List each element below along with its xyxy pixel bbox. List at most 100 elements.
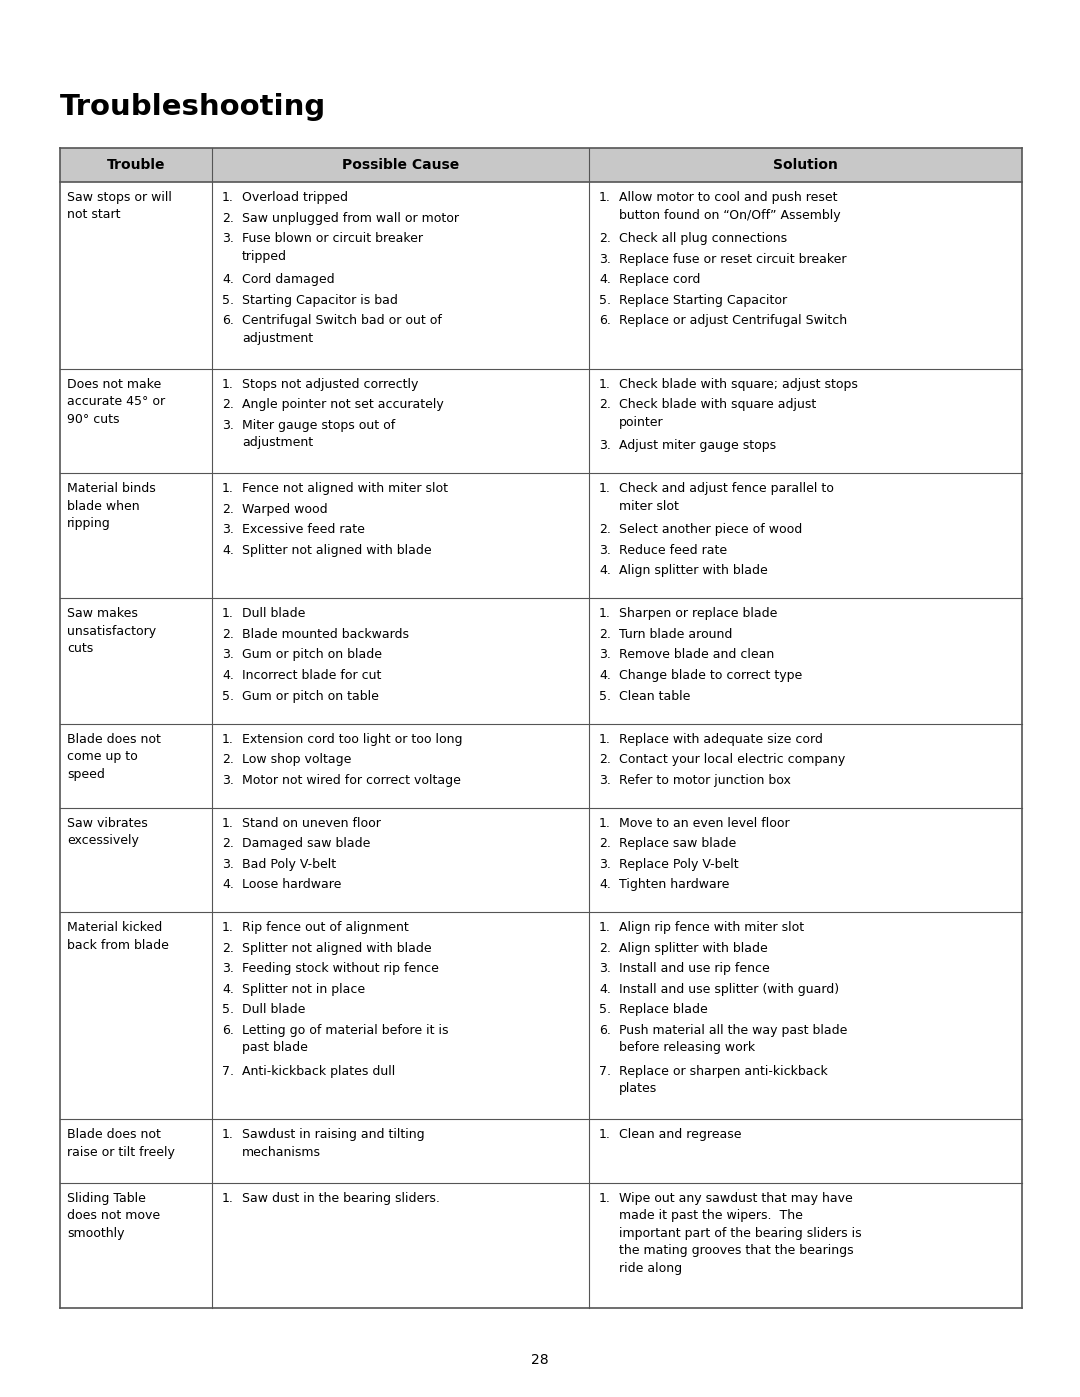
Text: 1.: 1.: [222, 608, 234, 620]
Text: Fuse blown or circuit breaker
tripped: Fuse blown or circuit breaker tripped: [242, 232, 423, 263]
Text: 3.: 3.: [222, 963, 234, 975]
Text: 6.: 6.: [222, 1024, 234, 1037]
Text: Blade does not
come up to
speed: Blade does not come up to speed: [67, 732, 161, 781]
Text: 5.: 5.: [599, 1003, 611, 1016]
Text: Align splitter with blade: Align splitter with blade: [619, 942, 768, 954]
Bar: [60, 148, 212, 182]
Text: Contact your local electric company: Contact your local electric company: [619, 753, 846, 766]
Text: 3.: 3.: [222, 648, 234, 662]
Text: 4.: 4.: [222, 543, 234, 557]
Text: Splitter not aligned with blade: Splitter not aligned with blade: [242, 543, 432, 557]
Text: 2.: 2.: [599, 942, 611, 954]
Text: 3.: 3.: [599, 858, 611, 870]
Text: Does not make
accurate 45° or
90° cuts: Does not make accurate 45° or 90° cuts: [67, 377, 165, 426]
Text: 5.: 5.: [222, 690, 234, 703]
Text: 3.: 3.: [222, 858, 234, 870]
Text: Splitter not aligned with blade: Splitter not aligned with blade: [242, 942, 432, 954]
Text: 1.: 1.: [222, 921, 234, 935]
Text: Possible Cause: Possible Cause: [342, 158, 459, 172]
Text: Select another piece of wood: Select another piece of wood: [619, 524, 802, 536]
Text: Warped wood: Warped wood: [242, 503, 327, 515]
Text: 2.: 2.: [599, 753, 611, 766]
Text: 3.: 3.: [599, 439, 611, 453]
Text: 1.: 1.: [599, 482, 611, 496]
Text: Stand on uneven floor: Stand on uneven floor: [242, 817, 381, 830]
Text: Low shop voltage: Low shop voltage: [242, 753, 351, 766]
Text: Splitter not in place: Splitter not in place: [242, 982, 365, 996]
Text: 3.: 3.: [222, 232, 234, 244]
Text: Trouble: Trouble: [107, 158, 165, 172]
Text: Troubleshooting: Troubleshooting: [60, 94, 326, 122]
Text: 2.: 2.: [599, 629, 611, 641]
Text: Rip fence out of alignment: Rip fence out of alignment: [242, 921, 408, 935]
Text: 3.: 3.: [599, 648, 611, 662]
Text: Allow motor to cool and push reset
button found on “On/Off” Assembly: Allow motor to cool and push reset butto…: [619, 191, 840, 222]
Text: Saw stops or will
not start: Saw stops or will not start: [67, 191, 172, 222]
Text: 5.: 5.: [222, 1003, 234, 1016]
Text: 1.: 1.: [222, 191, 234, 204]
Text: Dull blade: Dull blade: [242, 1003, 306, 1016]
Text: 2.: 2.: [222, 398, 234, 411]
Text: 1.: 1.: [599, 817, 611, 830]
Text: Replace with adequate size cord: Replace with adequate size cord: [619, 732, 823, 746]
Text: Align rip fence with miter slot: Align rip fence with miter slot: [619, 921, 805, 935]
Text: 3.: 3.: [599, 253, 611, 265]
Text: 3.: 3.: [222, 774, 234, 787]
Text: Feeding stock without rip fence: Feeding stock without rip fence: [242, 963, 438, 975]
Text: 7.: 7.: [599, 1065, 611, 1078]
Text: Replace Starting Capacitor: Replace Starting Capacitor: [619, 293, 787, 307]
Text: 1.: 1.: [599, 921, 611, 935]
Text: Sawdust in raising and tilting
mechanisms: Sawdust in raising and tilting mechanism…: [242, 1129, 424, 1160]
Text: Tighten hardware: Tighten hardware: [619, 879, 729, 891]
Text: 5.: 5.: [599, 293, 611, 307]
Text: 1.: 1.: [599, 1192, 611, 1204]
Text: Cord damaged: Cord damaged: [242, 274, 335, 286]
Text: 3.: 3.: [222, 419, 234, 432]
Text: Wipe out any sawdust that may have
made it past the wipers.  The
important part : Wipe out any sawdust that may have made …: [619, 1192, 862, 1275]
Text: 1.: 1.: [599, 608, 611, 620]
Text: 1.: 1.: [222, 1192, 234, 1204]
Text: Saw makes
unsatisfactory
cuts: Saw makes unsatisfactory cuts: [67, 608, 157, 655]
Text: Gum or pitch on blade: Gum or pitch on blade: [242, 648, 382, 662]
Text: 4.: 4.: [599, 879, 611, 891]
Text: 6.: 6.: [599, 314, 611, 327]
Text: Refer to motor junction box: Refer to motor junction box: [619, 774, 791, 787]
Text: 2.: 2.: [599, 398, 611, 411]
Text: 1.: 1.: [599, 1129, 611, 1141]
Text: Material binds
blade when
ripping: Material binds blade when ripping: [67, 482, 156, 531]
Text: Move to an even level floor: Move to an even level floor: [619, 817, 789, 830]
Text: 4.: 4.: [599, 982, 611, 996]
Text: 3.: 3.: [599, 774, 611, 787]
Text: Blade mounted backwards: Blade mounted backwards: [242, 629, 409, 641]
Text: Saw vibrates
excessively: Saw vibrates excessively: [67, 817, 148, 847]
Text: Turn blade around: Turn blade around: [619, 629, 732, 641]
Text: 2.: 2.: [222, 503, 234, 515]
Text: Check and adjust fence parallel to
miter slot: Check and adjust fence parallel to miter…: [619, 482, 834, 513]
Text: Anti-kickback plates dull: Anti-kickback plates dull: [242, 1065, 395, 1078]
Text: Dull blade: Dull blade: [242, 608, 306, 620]
Text: Check blade with square; adjust stops: Check blade with square; adjust stops: [619, 377, 858, 391]
Text: 6.: 6.: [222, 314, 234, 327]
Text: 1.: 1.: [599, 732, 611, 746]
Text: Letting go of material before it is
past blade: Letting go of material before it is past…: [242, 1024, 448, 1055]
Text: 3.: 3.: [599, 963, 611, 975]
Text: Saw unplugged from wall or motor: Saw unplugged from wall or motor: [242, 211, 459, 225]
Text: Angle pointer not set accurately: Angle pointer not set accurately: [242, 398, 444, 411]
Text: Fence not aligned with miter slot: Fence not aligned with miter slot: [242, 482, 448, 496]
Text: Remove blade and clean: Remove blade and clean: [619, 648, 774, 662]
Text: 4.: 4.: [222, 879, 234, 891]
Text: Align splitter with blade: Align splitter with blade: [619, 564, 768, 577]
Text: Replace Poly V-belt: Replace Poly V-belt: [619, 858, 739, 870]
Text: Replace or adjust Centrifugal Switch: Replace or adjust Centrifugal Switch: [619, 314, 847, 327]
Text: Starting Capacitor is bad: Starting Capacitor is bad: [242, 293, 397, 307]
Text: 5.: 5.: [222, 293, 234, 307]
Text: 1.: 1.: [222, 482, 234, 496]
Text: 2.: 2.: [599, 524, 611, 536]
Text: Blade does not
raise or tilt freely: Blade does not raise or tilt freely: [67, 1129, 175, 1160]
Text: 4.: 4.: [599, 564, 611, 577]
Text: 6.: 6.: [599, 1024, 611, 1037]
Text: 1.: 1.: [599, 191, 611, 204]
Text: Push material all the way past blade
before releasing work: Push material all the way past blade bef…: [619, 1024, 848, 1055]
Text: 1.: 1.: [222, 817, 234, 830]
Text: 2.: 2.: [222, 753, 234, 766]
